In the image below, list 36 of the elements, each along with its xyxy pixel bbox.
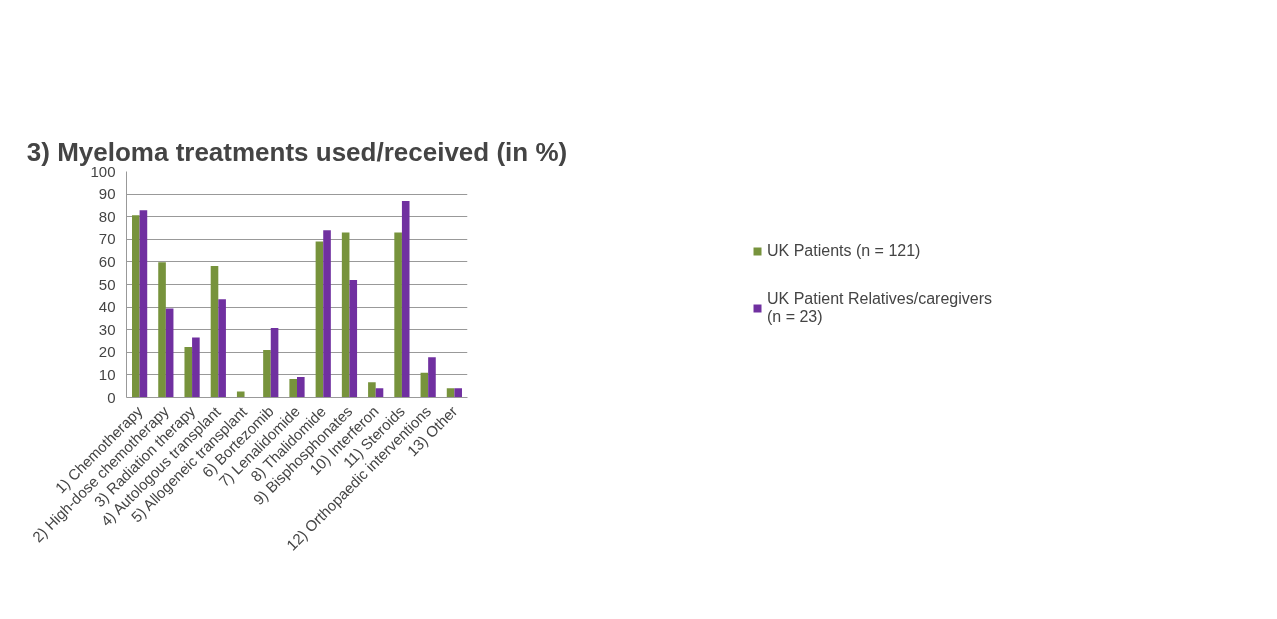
bar	[158, 262, 166, 398]
y-tick-label: 40	[98, 298, 116, 316]
bar	[165, 308, 174, 398]
y-tick-label: 80	[98, 207, 116, 225]
bar	[289, 378, 297, 398]
bar	[454, 388, 462, 398]
bar	[132, 215, 140, 398]
y-tick-label: 30	[98, 320, 116, 338]
bar	[428, 357, 436, 398]
bar	[394, 232, 402, 398]
y-tick-label: 70	[98, 230, 116, 248]
y-tick-label: 10	[98, 365, 116, 383]
legend-label: UK Patient Relatives/caregivers (n = 23)	[767, 290, 992, 326]
bar	[139, 210, 148, 398]
bar	[341, 232, 350, 398]
bar	[263, 350, 271, 398]
bar	[192, 337, 200, 398]
y-tick-label: 20	[98, 343, 116, 361]
bar	[236, 391, 245, 398]
y-tick-label: 60	[98, 252, 116, 270]
bar	[323, 230, 331, 398]
bar	[446, 388, 455, 398]
y-tick-label: 50	[98, 275, 116, 293]
bar	[375, 388, 384, 398]
y-tick-label: 0	[107, 388, 116, 406]
bar	[401, 200, 410, 398]
y-tick-label: 90	[98, 185, 116, 203]
bar	[218, 299, 226, 398]
bar	[297, 376, 305, 398]
bar	[315, 241, 324, 398]
bar	[368, 382, 376, 398]
legend-label: UK Patients (n = 121)	[767, 242, 921, 260]
bar	[349, 279, 358, 398]
bar	[184, 346, 193, 398]
bar	[210, 265, 219, 398]
bar	[270, 328, 279, 398]
